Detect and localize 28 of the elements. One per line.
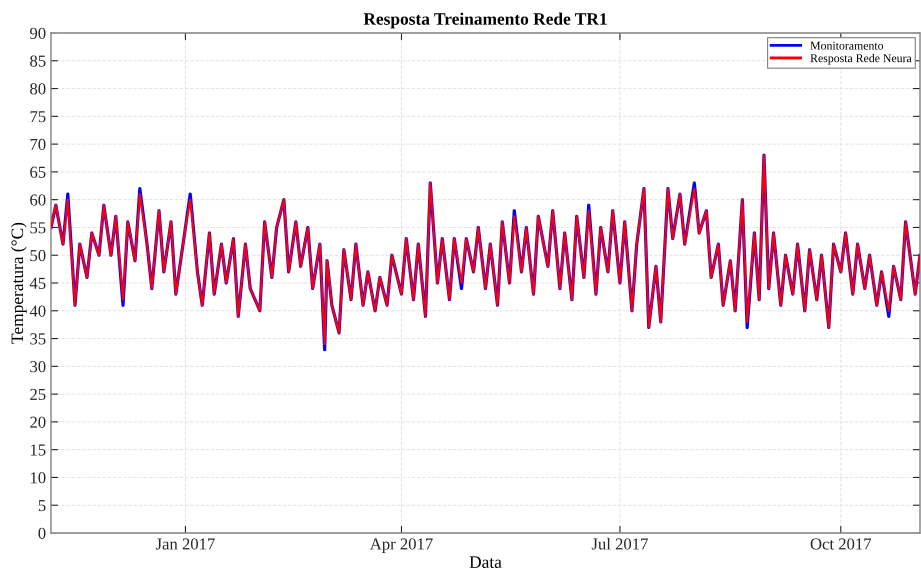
y-tick-label: 85 xyxy=(30,55,46,67)
y-tick-label: 30 xyxy=(30,361,46,372)
y-tick-label: 60 xyxy=(30,194,46,206)
y-tick-label: 15 xyxy=(30,444,46,456)
legend-label: Resposta Rede Neura xyxy=(810,54,912,65)
y-tick-label: 50 xyxy=(30,250,46,262)
y-tick-label: 0 xyxy=(38,528,46,539)
x-tick-label: Oct 2017 xyxy=(810,538,872,550)
x-tick-label: Apr 2017 xyxy=(370,538,433,553)
y-tick-label: 40 xyxy=(30,305,46,317)
x-axis-title: Data xyxy=(470,556,502,568)
y-tick-label: 20 xyxy=(30,416,46,428)
chart-title: Resposta Treinamento Rede TR1 xyxy=(364,12,607,28)
y-axis-title: Temperatura (°C) xyxy=(10,222,27,344)
y-tick-label: 90 xyxy=(30,28,46,39)
y-tick-label: 70 xyxy=(30,138,46,150)
y-tick-label: 55 xyxy=(30,222,46,234)
x-tick-label: Jul 2017 xyxy=(592,538,648,550)
y-tick-label: 75 xyxy=(30,111,46,122)
legend-label: Monitoramento xyxy=(810,42,884,50)
y-tick-label: 35 xyxy=(30,333,46,344)
y-tick-label: 25 xyxy=(30,388,46,400)
y-tick-label: 10 xyxy=(30,472,46,484)
y-tick-label: 65 xyxy=(30,166,46,178)
y-tick-label: 5 xyxy=(38,500,46,512)
y-tick-label: 80 xyxy=(30,83,46,94)
x-tick-label: Jan 2017 xyxy=(156,538,215,550)
y-tick-label: 45 xyxy=(30,278,46,289)
